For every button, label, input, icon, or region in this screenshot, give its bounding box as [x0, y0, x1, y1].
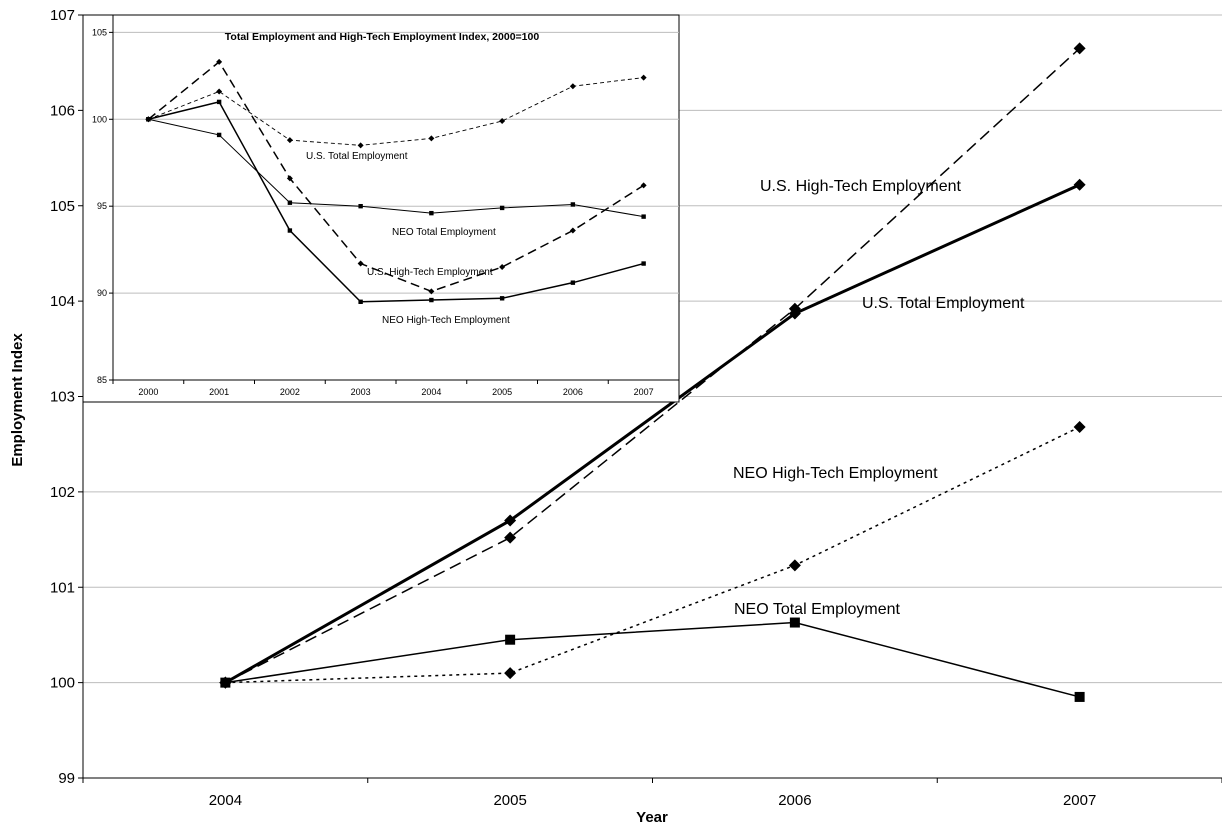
inset-series [145, 58, 647, 304]
inset-marker-neo-high-tech-employment-2006 [570, 280, 576, 285]
main-y-tick-label-103: 103 [50, 389, 75, 406]
inset-axes: 85 90 95 100 105 2000 2001 2002 2003 2004 2005 2006… [92, 15, 680, 397]
main-x-tick-label-2006: 2006 [778, 792, 811, 809]
main-marker-u-s-total-employment-2007 [1073, 178, 1086, 191]
main-y-tick-label-102: 102 [50, 484, 75, 501]
main-marker-neo-high-tech-employment-2007 [1073, 421, 1086, 434]
inset-marker-u-s-total-employment-2001 [216, 88, 223, 95]
inset-marker-u-s-total-employment-2004 [428, 135, 435, 142]
main-x-tick-label-2004: 2004 [209, 792, 242, 809]
inset-series-line-u-s-total-employment [148, 77, 644, 146]
main-series-line-neo-high-tech-employment [225, 426, 1080, 684]
main-y-tick-label-106: 106 [50, 102, 75, 119]
main-marker-neo-total-employment-2006 [789, 617, 800, 628]
main-series-label-u-s-total-employment: U.S. Total Employment [862, 295, 1025, 312]
inset-marker-neo-total-employment-2007 [641, 214, 646, 219]
main-marker-neo-high-tech-employment-2005 [504, 667, 517, 680]
inset-marker-u-s-high-tech-employment-2006 [569, 227, 576, 234]
inset-marker-u-s-total-employment-2005 [499, 118, 506, 125]
inset-marker-neo-high-tech-employment-2004 [429, 297, 434, 303]
inset-marker-neo-high-tech-employment-2007 [641, 261, 646, 266]
inset-marker-u-s-high-tech-employment-2001 [216, 58, 223, 65]
main-series-label-neo-total-employment: NEO Total Employment [734, 601, 901, 618]
inset-x-tick-label-2005: 2005 [492, 387, 512, 397]
main-series-label-neo-high-tech-employment: NEO High-Tech Employment [733, 465, 938, 482]
inset-series-label-u-s-high-tech-employment: U.S. High-Tech Employment [367, 267, 493, 278]
inset-marker-neo-total-employment-2002 [287, 200, 293, 205]
main-y-tick-label-99: 99 [58, 770, 75, 787]
inset-marker-neo-total-employment-2006 [570, 202, 576, 207]
main-y-tick-label-107: 107 [50, 7, 75, 24]
main-marker-neo-high-tech-employment-2006 [788, 559, 801, 572]
inset-chart-title: Total Employment and High-Tech Employmen… [225, 31, 540, 43]
main-y-tick-label-101: 101 [50, 579, 75, 596]
inset-series-line-u-s-high-tech-employment [147, 60, 645, 293]
inset-x-tick-label-2001: 2001 [209, 387, 229, 397]
main-marker-u-s-high-tech-employment-2005 [504, 531, 517, 544]
inset-y-tick-label-105: 105 [92, 27, 107, 37]
main-marker-u-s-total-employment-2005 [504, 514, 517, 527]
inset-marker-neo-total-employment-2003 [358, 203, 363, 209]
inset-marker-neo-total-employment-2001 [216, 132, 222, 138]
inset-marker-neo-high-tech-employment-2000 [146, 117, 151, 122]
main-y-tick-label-105: 105 [50, 198, 75, 215]
main-marker-neo-total-employment-2005 [505, 634, 516, 645]
main-series [219, 42, 1086, 702]
inset-y-tick-label-95: 95 [97, 201, 107, 211]
inset-y-tick-label-100: 100 [92, 114, 107, 124]
inset-series-line-neo-high-tech-employment [148, 101, 644, 303]
inset-marker-neo-total-employment-2004 [429, 210, 434, 216]
main-series-label-u-s-high-tech-employment: U.S. High-Tech Employment [760, 178, 962, 195]
main-x-axis-title: Year [636, 809, 668, 826]
inset-marker-neo-high-tech-employment-2003 [358, 299, 363, 304]
inset-marker-neo-high-tech-employment-2005 [499, 296, 505, 301]
inset-marker-neo-high-tech-employment-2001 [216, 99, 222, 105]
main-marker-neo-total-employment-2007 [1074, 691, 1085, 702]
inset-marker-u-s-high-tech-employment-2004 [428, 288, 435, 295]
inset-marker-u-s-total-employment-2003 [357, 142, 364, 149]
inset-x-tick-label-2006: 2006 [563, 387, 583, 397]
inset-series-line-neo-total-employment [148, 118, 644, 218]
inset-y-tick-label-85: 85 [97, 375, 107, 385]
inset-marker-u-s-high-tech-employment-2003 [357, 260, 364, 267]
main-marker-u-s-high-tech-employment-2006 [788, 302, 801, 315]
inset-marker-neo-high-tech-employment-2002 [287, 228, 293, 233]
main-x-tick-label-2005: 2005 [493, 792, 526, 809]
main-series-line-u-s-total-employment [224, 183, 1081, 684]
inset-marker-u-s-high-tech-employment-2005 [499, 264, 506, 271]
inset-y-tick-label-90: 90 [97, 288, 107, 298]
main-y-axis-title: Employment Index [9, 333, 26, 467]
inset-x-tick-label-2003: 2003 [351, 387, 371, 397]
inset-series-label-neo-total-employment: NEO Total Employment [392, 227, 496, 238]
inset-marker-u-s-high-tech-employment-2002 [286, 175, 293, 182]
main-series-labels: U.S. Total Employment U.S. High-Tech Empl… [733, 178, 1025, 618]
inset-marker-u-s-total-employment-2007 [640, 74, 647, 81]
inset-marker-neo-total-employment-2005 [499, 205, 505, 211]
main-y-tick-label-100: 100 [50, 675, 75, 692]
main-marker-neo-total-employment-2004 [220, 677, 231, 688]
inset-x-tick-label-2000: 2000 [138, 387, 158, 397]
inset-chart: 85 90 95 100 105 2000 2001 2002 2003 2004 2005 2006… [82, 14, 680, 403]
inset-series-label-neo-high-tech-employment: NEO High-Tech Employment [382, 315, 510, 326]
main-marker-u-s-high-tech-employment-2007 [1073, 42, 1086, 55]
inset-marker-u-s-total-employment-2006 [569, 83, 576, 90]
inset-series-label-u-s-total-employment: U.S. Total Employment [306, 151, 408, 162]
inset-x-tick-label-2002: 2002 [280, 387, 300, 397]
main-series-line-neo-total-employment [225, 621, 1080, 698]
inset-series-labels: U.S. Total Employment U.S. High-Tech Empl… [306, 151, 510, 326]
inset-x-tick-label-2007: 2007 [634, 387, 654, 397]
main-y-tick-label-104: 104 [50, 293, 75, 310]
inset-x-tick-label-2004: 2004 [421, 387, 441, 397]
main-x-tick-label-2007: 2007 [1063, 792, 1096, 809]
inset-marker-u-s-high-tech-employment-2007 [640, 182, 647, 189]
inset-marker-u-s-total-employment-2002 [286, 137, 293, 144]
